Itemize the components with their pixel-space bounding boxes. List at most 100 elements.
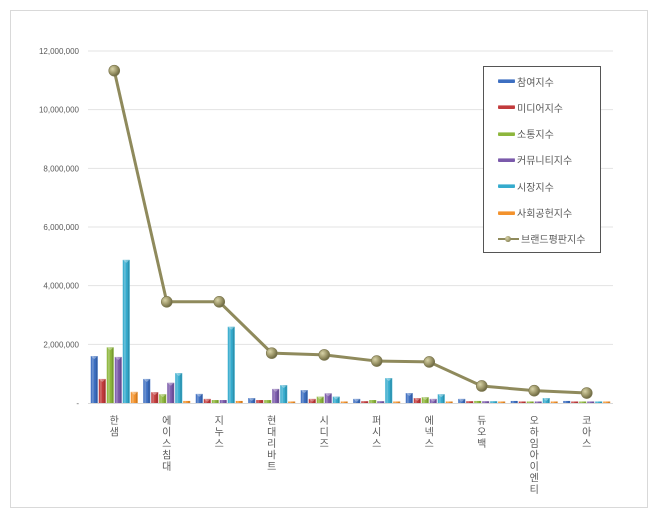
svg-text:스: 스	[215, 438, 224, 450]
svg-text:디: 디	[320, 427, 329, 439]
bar-1	[458, 398, 466, 403]
bar-4	[534, 401, 542, 403]
bar-4	[219, 400, 227, 403]
svg-text:샘: 샘	[110, 427, 119, 439]
bar-6	[130, 391, 138, 403]
bar-3	[316, 396, 324, 403]
legend-label: 브랜드평판지수	[521, 235, 586, 247]
bar-5	[595, 401, 603, 403]
svg-text:즈: 즈	[320, 439, 329, 450]
svg-text:티: 티	[530, 484, 539, 496]
svg-text:트: 트	[267, 462, 276, 473]
x-category-label: 코아스	[582, 416, 591, 450]
svg-text:대: 대	[267, 427, 276, 439]
legend-swatch-icon	[498, 79, 515, 83]
legend-swatch-icon	[498, 131, 515, 136]
svg-text:시: 시	[372, 427, 381, 439]
x-category-label: 에넥스	[425, 415, 434, 450]
bar-2	[518, 401, 526, 403]
y-tick-label: 12,000,000	[39, 47, 80, 56]
svg-text:듀: 듀	[477, 415, 486, 427]
bar-5	[542, 398, 550, 403]
bar-4	[482, 401, 490, 403]
bar-4	[429, 398, 437, 403]
bar-6	[603, 401, 611, 403]
legend-label: 커뮤니티지수	[517, 156, 573, 168]
y-tick-label: 4,000,000	[43, 282, 79, 291]
bar-4	[114, 356, 122, 403]
legend-swatch-icon	[498, 105, 515, 110]
svg-text:퍼: 퍼	[372, 415, 381, 427]
line-marker	[318, 349, 331, 361]
bar-3	[159, 394, 167, 403]
bar-2	[151, 392, 159, 403]
x-category-label: 시디즈	[320, 415, 329, 450]
bar-1	[300, 390, 308, 403]
line-marker	[423, 356, 436, 368]
bar-2	[413, 398, 421, 403]
svg-text:스: 스	[425, 438, 434, 450]
bar-6	[183, 400, 191, 403]
legend-swatch-icon	[498, 157, 515, 162]
bar-5	[332, 396, 340, 403]
x-category-label: 지누스	[215, 415, 224, 450]
svg-text:누: 누	[215, 427, 224, 439]
legend-label: 참여지수	[517, 77, 554, 89]
bar-2	[466, 401, 474, 403]
svg-text:임: 임	[530, 437, 539, 450]
bar-3	[474, 400, 482, 403]
bar-2	[571, 401, 579, 403]
bar-2	[256, 400, 264, 403]
bar-series	[90, 259, 611, 403]
bar-4	[587, 401, 595, 403]
svg-text:바: 바	[267, 450, 276, 462]
svg-text:넥: 넥	[425, 427, 434, 439]
gridlines	[88, 50, 613, 404]
legend-item: 소통지수	[498, 127, 554, 141]
line-marker	[370, 355, 383, 367]
svg-text:아: 아	[530, 450, 539, 462]
svg-text:대: 대	[162, 461, 171, 473]
bar-2	[361, 401, 369, 403]
y-tick-label: 6,000,000	[43, 223, 79, 232]
y-tick-label: 8,000,000	[43, 164, 79, 173]
y-axis-tick-labels: - 2,000,000 4,000,000 6,000,000 8,000,000 10,…	[39, 47, 80, 408]
legend-label: 시장지수	[517, 182, 554, 194]
bar-5	[175, 373, 183, 403]
bar-2	[308, 398, 316, 403]
line-marker	[528, 384, 541, 397]
bar-2	[203, 398, 211, 403]
bar-5	[280, 385, 288, 403]
legend-item: 커뮤니티지수	[498, 153, 572, 167]
legend-item: 사회공헌지수	[498, 206, 572, 220]
bar-6	[340, 401, 348, 403]
svg-text:이: 이	[162, 427, 171, 439]
svg-text:리: 리	[267, 438, 276, 450]
line-series-brand-reputation	[108, 64, 593, 399]
svg-text:스: 스	[162, 438, 171, 450]
svg-text:아: 아	[582, 427, 591, 439]
line-marker	[265, 347, 278, 359]
bar-5	[122, 259, 130, 403]
bar-3	[369, 400, 377, 403]
svg-text:에: 에	[162, 415, 171, 427]
legend-item: 참여지수	[498, 74, 554, 89]
svg-text:침: 침	[162, 450, 171, 462]
bar-6	[235, 400, 243, 403]
legend-line-marker-icon	[498, 234, 519, 244]
x-category-label: 퍼시스	[372, 415, 381, 450]
bar-5	[227, 326, 235, 403]
svg-text:하: 하	[530, 426, 539, 439]
svg-text:에: 에	[425, 415, 434, 427]
legend-label: 미디어지수	[517, 103, 563, 115]
svg-text:지: 지	[215, 415, 224, 427]
legend-item: 미디어지수	[498, 100, 563, 115]
bar-3	[106, 347, 114, 403]
legend-label: 사회공헌지수	[517, 209, 573, 220]
bar-6	[445, 401, 453, 403]
